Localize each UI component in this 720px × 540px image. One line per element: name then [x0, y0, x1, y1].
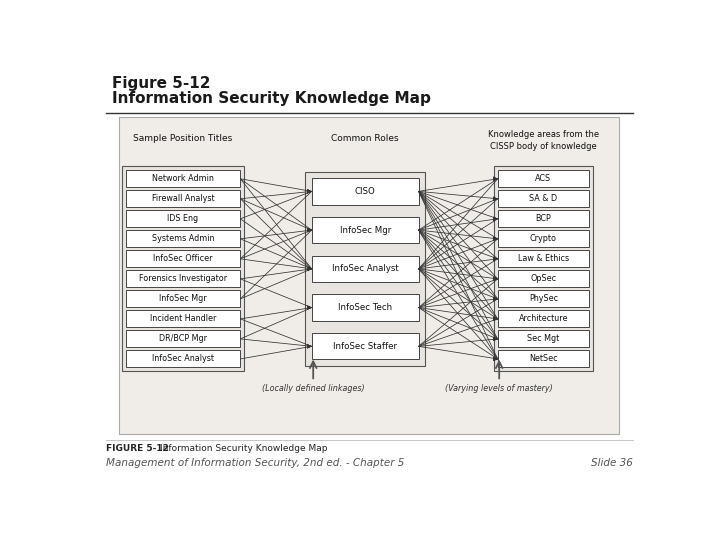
Text: Knowledge areas from the
CISSP body of knowledge: Knowledge areas from the CISSP body of k… — [488, 130, 599, 151]
Text: InfoSec Analyst: InfoSec Analyst — [332, 265, 398, 273]
Text: Management of Information Security, 2nd ed. - Chapter 5: Management of Information Security, 2nd … — [106, 457, 404, 468]
Bar — [126, 231, 240, 247]
Text: (Varying levels of mastery): (Varying levels of mastery) — [446, 384, 553, 393]
Text: InfoSec Tech: InfoSec Tech — [338, 303, 392, 312]
Bar — [122, 166, 244, 372]
Text: DR/BCP Mgr: DR/BCP Mgr — [159, 334, 207, 343]
Bar — [498, 350, 589, 367]
Text: IDS Eng: IDS Eng — [168, 214, 199, 224]
Text: BCP: BCP — [536, 214, 552, 224]
Bar — [126, 211, 240, 227]
Text: InfoSec Mgr: InfoSec Mgr — [340, 226, 391, 234]
Text: InfoSec Analyst: InfoSec Analyst — [152, 354, 214, 363]
Text: ACS: ACS — [535, 174, 552, 183]
Text: Sample Position Titles: Sample Position Titles — [133, 134, 233, 143]
Text: Slide 36: Slide 36 — [590, 457, 632, 468]
Text: OpSec: OpSec — [531, 274, 557, 284]
Bar — [498, 251, 589, 267]
Bar — [312, 217, 418, 244]
Text: Network Admin: Network Admin — [152, 174, 214, 183]
Bar — [126, 271, 240, 287]
Text: CISO: CISO — [355, 187, 376, 196]
Text: Architecture: Architecture — [518, 314, 568, 323]
Text: Firewall Analyst: Firewall Analyst — [152, 194, 215, 203]
Bar — [498, 271, 589, 287]
Bar — [126, 350, 240, 367]
Text: Information Security Knowledge Map: Information Security Knowledge Map — [112, 91, 431, 106]
Bar — [498, 330, 589, 347]
Text: PhySec: PhySec — [528, 294, 558, 303]
Text: Common Roles: Common Roles — [331, 134, 399, 143]
Bar — [312, 255, 418, 282]
Text: SA & D: SA & D — [529, 194, 557, 203]
Bar — [120, 117, 618, 434]
Bar — [498, 170, 589, 187]
Bar — [126, 330, 240, 347]
Bar — [312, 178, 418, 205]
Bar — [498, 231, 589, 247]
Bar — [312, 333, 418, 360]
Text: Incident Handler: Incident Handler — [150, 314, 216, 323]
Bar — [126, 251, 240, 267]
Bar — [494, 166, 593, 372]
Text: Sec Mgt: Sec Mgt — [527, 334, 559, 343]
Bar — [126, 170, 240, 187]
Bar — [498, 291, 589, 307]
Text: InfoSec Officer: InfoSec Officer — [153, 254, 212, 264]
Bar — [126, 291, 240, 307]
Text: Figure 5-12: Figure 5-12 — [112, 76, 210, 91]
Text: InfoSec Mgr: InfoSec Mgr — [159, 294, 207, 303]
Text: Forensics Investigator: Forensics Investigator — [139, 274, 227, 284]
Bar — [498, 310, 589, 327]
Text: InfoSec Staffer: InfoSec Staffer — [333, 342, 397, 351]
Bar — [498, 190, 589, 207]
Text: NetSec: NetSec — [529, 354, 558, 363]
Bar — [126, 190, 240, 207]
Text: Law & Ethics: Law & Ethics — [518, 254, 569, 264]
Text: Information Security Knowledge Map: Information Security Knowledge Map — [160, 444, 328, 453]
Bar — [305, 172, 425, 366]
Text: Systems Admin: Systems Admin — [152, 234, 215, 244]
Bar — [312, 294, 418, 321]
Bar — [126, 310, 240, 327]
Bar — [498, 211, 589, 227]
Text: Crypto: Crypto — [530, 234, 557, 244]
Text: FIGURE 5-12: FIGURE 5-12 — [106, 444, 168, 453]
Text: (Locally defined linkages): (Locally defined linkages) — [262, 384, 364, 393]
